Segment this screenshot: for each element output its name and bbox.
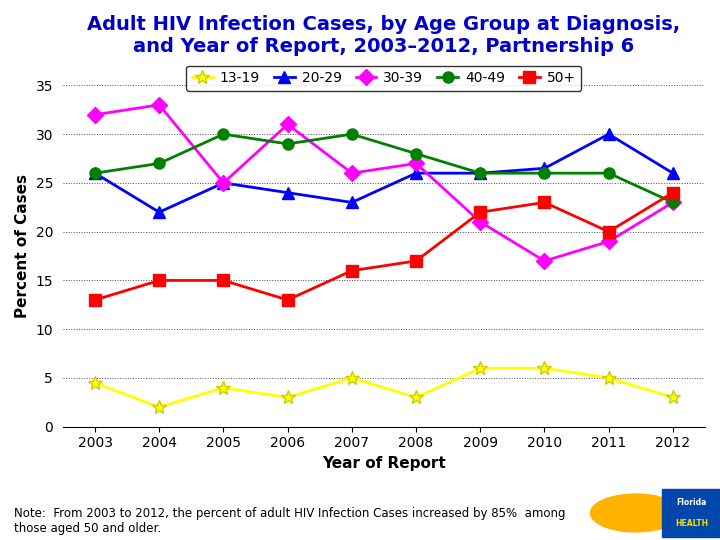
Text: Florida: Florida — [676, 498, 706, 507]
13-19 — [669, 394, 678, 401]
Line: 13-19: 13-19 — [88, 361, 680, 414]
Line: 30-39: 30-39 — [89, 99, 678, 266]
Text: HEALTH: HEALTH — [675, 519, 708, 529]
13-19 — [91, 380, 99, 386]
20-29 — [219, 180, 228, 186]
13-19 — [604, 375, 613, 381]
Y-axis label: Percent of Cases: Percent of Cases — [15, 174, 30, 318]
50+ — [219, 277, 228, 284]
20-29 — [348, 199, 356, 206]
50+ — [540, 199, 549, 206]
40-49 — [669, 199, 678, 206]
X-axis label: Year of Report: Year of Report — [322, 456, 446, 471]
Legend: 13-19, 20-29, 30-39, 40-49, 50+: 13-19, 20-29, 30-39, 40-49, 50+ — [186, 66, 582, 91]
50+ — [155, 277, 163, 284]
20-29 — [476, 170, 485, 177]
20-29 — [604, 131, 613, 137]
40-49 — [476, 170, 485, 177]
50+ — [412, 258, 420, 264]
13-19 — [219, 384, 228, 391]
50+ — [283, 296, 292, 303]
20-29 — [155, 209, 163, 215]
Line: 50+: 50+ — [89, 187, 678, 306]
50+ — [476, 209, 485, 215]
40-49 — [540, 170, 549, 177]
40-49 — [412, 151, 420, 157]
30-39 — [91, 111, 99, 118]
20-29 — [283, 190, 292, 196]
50+ — [604, 228, 613, 235]
40-49 — [283, 140, 292, 147]
40-49 — [155, 160, 163, 167]
13-19 — [476, 365, 485, 372]
30-39 — [604, 238, 613, 245]
50+ — [91, 296, 99, 303]
20-29 — [540, 165, 549, 172]
50+ — [669, 190, 678, 196]
Title: Adult HIV Infection Cases, by Age Group at Diagnosis,
and Year of Report, 2003–2: Adult HIV Infection Cases, by Age Group … — [87, 15, 680, 56]
13-19 — [155, 404, 163, 410]
40-49 — [91, 170, 99, 177]
50+ — [348, 267, 356, 274]
13-19 — [540, 365, 549, 372]
40-49 — [219, 131, 228, 137]
30-39 — [669, 199, 678, 206]
30-39 — [540, 258, 549, 264]
13-19 — [348, 375, 356, 381]
20-29 — [91, 170, 99, 177]
13-19 — [412, 394, 420, 401]
Line: 40-49: 40-49 — [89, 129, 678, 208]
13-19 — [283, 394, 292, 401]
40-49 — [604, 170, 613, 177]
20-29 — [412, 170, 420, 177]
Bar — [662, 489, 720, 537]
30-39 — [155, 102, 163, 108]
30-39 — [412, 160, 420, 167]
Text: Note:  From 2003 to 2012, the percent of adult HIV Infection Cases increased by : Note: From 2003 to 2012, the percent of … — [14, 507, 566, 535]
Line: 20-29: 20-29 — [89, 129, 678, 218]
30-39 — [283, 121, 292, 127]
30-39 — [476, 219, 485, 225]
30-39 — [348, 170, 356, 177]
40-49 — [348, 131, 356, 137]
30-39 — [219, 180, 228, 186]
Circle shape — [590, 494, 681, 532]
20-29 — [669, 170, 678, 177]
